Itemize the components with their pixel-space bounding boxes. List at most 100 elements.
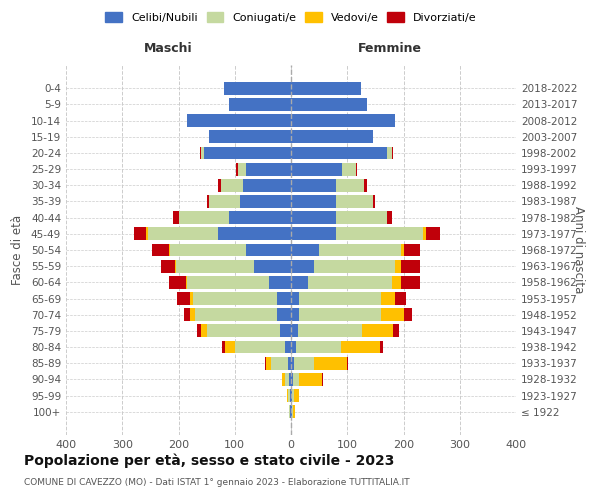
Bar — [401, 276, 421, 289]
Bar — [201, 146, 204, 160]
Bar — [200, 146, 201, 160]
Bar — [336, 195, 373, 208]
Bar — [190, 308, 196, 321]
Bar — [341, 162, 356, 175]
Bar — [291, 308, 299, 321]
Bar — [224, 340, 235, 353]
Bar — [209, 195, 241, 208]
Bar — [291, 162, 341, 175]
Bar — [209, 130, 291, 143]
Bar — [280, 324, 291, 338]
Bar — [178, 292, 190, 305]
Text: Maschi: Maschi — [143, 42, 193, 56]
Bar — [290, 405, 291, 418]
Bar — [146, 228, 148, 240]
Bar — [218, 228, 291, 240]
Bar — [265, 356, 266, 370]
Bar — [235, 340, 286, 353]
Bar — [299, 292, 381, 305]
Bar — [218, 179, 221, 192]
Bar — [386, 211, 392, 224]
Bar — [296, 340, 341, 353]
Bar — [238, 162, 246, 175]
Bar — [289, 373, 291, 386]
Bar — [291, 98, 367, 111]
Bar — [293, 373, 299, 386]
Bar — [291, 324, 298, 338]
Bar — [319, 244, 401, 256]
Bar — [271, 356, 288, 370]
Bar — [362, 324, 394, 338]
Bar — [175, 260, 176, 272]
Bar — [152, 244, 169, 256]
Bar — [291, 179, 336, 192]
Bar — [236, 162, 238, 175]
Bar — [404, 308, 412, 321]
Bar — [291, 211, 336, 224]
Y-axis label: Anni di nascita: Anni di nascita — [572, 206, 584, 294]
Bar — [381, 292, 395, 305]
Bar — [254, 260, 291, 272]
Bar — [401, 244, 404, 256]
Bar — [291, 340, 296, 353]
Bar — [291, 244, 319, 256]
Legend: Celibi/Nubili, Coniugati/e, Vedovi/e, Divorziati/e: Celibi/Nubili, Coniugati/e, Vedovi/e, Di… — [101, 8, 481, 28]
Bar — [364, 179, 367, 192]
Bar — [291, 82, 361, 95]
Bar — [380, 340, 383, 353]
Bar — [291, 146, 386, 160]
Bar — [299, 373, 322, 386]
Bar — [291, 260, 314, 272]
Bar — [206, 195, 209, 208]
Bar — [404, 244, 421, 256]
Bar — [295, 389, 299, 402]
Text: COMUNE DI CAVEZZO (MO) - Dati ISTAT 1° gennaio 2023 - Elaborazione TUTTITALIA.IT: COMUNE DI CAVEZZO (MO) - Dati ISTAT 1° g… — [24, 478, 410, 487]
Bar — [298, 324, 362, 338]
Bar — [223, 82, 291, 95]
Bar — [193, 292, 277, 305]
Bar — [246, 162, 291, 175]
Bar — [134, 228, 146, 240]
Bar — [277, 292, 291, 305]
Bar — [291, 195, 336, 208]
Bar — [291, 373, 293, 386]
Bar — [190, 292, 193, 305]
Bar — [336, 179, 364, 192]
Bar — [221, 179, 243, 192]
Bar — [356, 162, 357, 175]
Bar — [423, 228, 426, 240]
Bar — [187, 276, 269, 289]
Bar — [148, 228, 218, 240]
Bar — [294, 356, 314, 370]
Bar — [266, 356, 271, 370]
Bar — [170, 244, 246, 256]
Bar — [169, 244, 170, 256]
Bar — [222, 340, 224, 353]
Bar — [381, 308, 404, 321]
Bar — [204, 146, 291, 160]
Bar — [246, 244, 291, 256]
Bar — [336, 228, 423, 240]
Bar — [286, 340, 291, 353]
Bar — [341, 340, 380, 353]
Bar — [289, 405, 290, 418]
Bar — [169, 276, 186, 289]
Bar — [314, 260, 395, 272]
Bar — [386, 146, 392, 160]
Bar — [299, 308, 381, 321]
Bar — [336, 211, 386, 224]
Bar — [392, 276, 401, 289]
Bar — [291, 356, 294, 370]
Bar — [291, 114, 395, 127]
Bar — [184, 308, 190, 321]
Text: Femmine: Femmine — [358, 42, 422, 56]
Bar — [401, 260, 421, 272]
Bar — [394, 324, 399, 338]
Bar — [426, 228, 440, 240]
Bar — [269, 276, 291, 289]
Bar — [392, 146, 394, 160]
Bar — [395, 260, 401, 272]
Bar — [290, 389, 291, 402]
Y-axis label: Fasce di età: Fasce di età — [11, 215, 24, 285]
Bar — [292, 405, 293, 418]
